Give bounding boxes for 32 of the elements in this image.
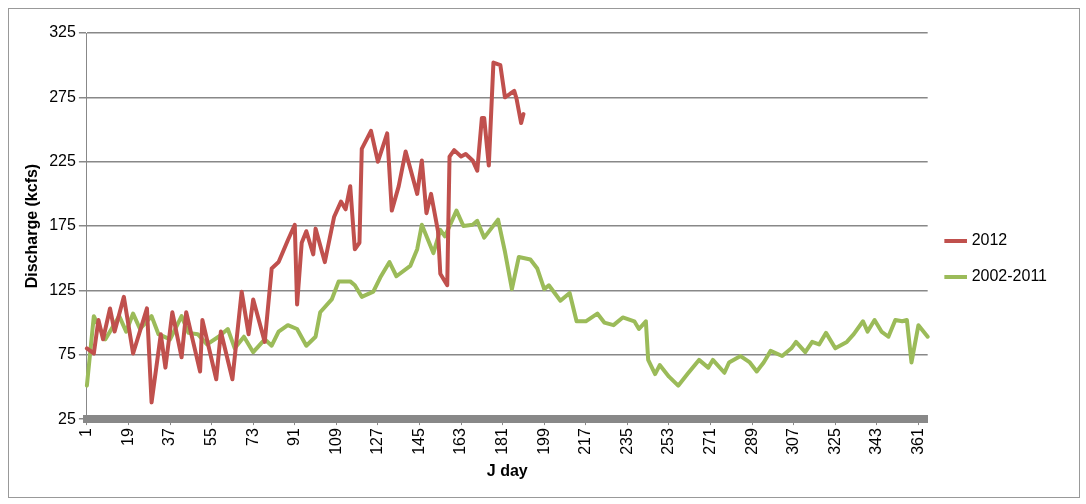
x-tick-label: 235 bbox=[617, 428, 635, 455]
x-tick-label: 271 bbox=[700, 428, 718, 455]
legend-label: 2012 bbox=[971, 231, 1008, 249]
x-tick-label: 37 bbox=[160, 428, 178, 446]
x-tick-label: 289 bbox=[742, 428, 760, 455]
y-tick-label: 225 bbox=[49, 152, 76, 170]
x-tick-label: 145 bbox=[409, 428, 427, 455]
x-tick-label: 217 bbox=[576, 428, 594, 455]
x-tick-label: 325 bbox=[825, 428, 843, 455]
x-tick-label: 73 bbox=[243, 428, 261, 446]
x-tick-label: 163 bbox=[451, 428, 469, 455]
x-tick-label: 19 bbox=[118, 428, 136, 446]
x-tick-label: 127 bbox=[368, 428, 386, 455]
y-tick-label: 75 bbox=[58, 345, 76, 363]
x-tick-label: 109 bbox=[326, 428, 344, 455]
x-tick-label: 55 bbox=[202, 428, 220, 446]
x-tick-label: 361 bbox=[908, 428, 926, 455]
x-tick-label: 91 bbox=[285, 428, 303, 446]
y-tick-label: 125 bbox=[49, 280, 76, 298]
y-tick-label: 25 bbox=[58, 409, 76, 427]
y-tick-label: 275 bbox=[49, 87, 76, 105]
y-tick-label: 325 bbox=[49, 23, 76, 41]
x-tick-label: 1 bbox=[77, 428, 95, 438]
x-tick-label: 307 bbox=[784, 428, 802, 455]
x-tick-label: 199 bbox=[534, 428, 552, 455]
x-tick-label: 253 bbox=[659, 428, 677, 455]
y-axis-title: Discharge (kcfs) bbox=[23, 163, 41, 289]
x-tick-label: 343 bbox=[867, 428, 885, 455]
y-tick-label: 175 bbox=[49, 216, 76, 234]
legend-label: 2002-2011 bbox=[971, 267, 1048, 285]
x-tick-label: 181 bbox=[493, 428, 511, 455]
x-axis-title: J day bbox=[486, 461, 528, 479]
